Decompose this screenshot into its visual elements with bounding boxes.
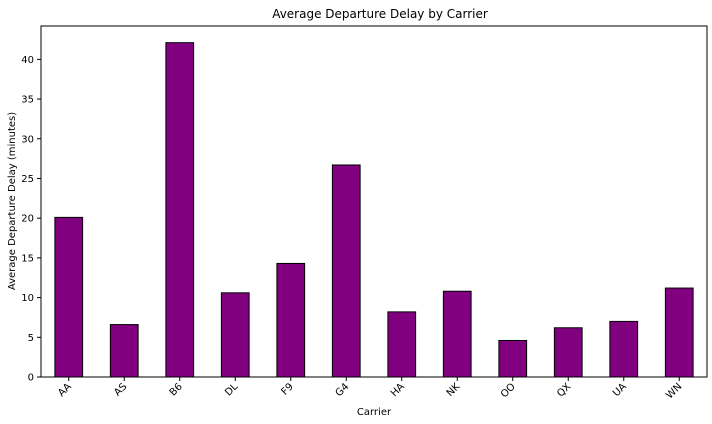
x-tick-label-dl: DL [223,381,240,398]
y-tick-label: 5 [28,333,34,344]
bar-ha [387,311,417,378]
x-tick-label-wn: WN [664,381,684,401]
bar-wn [664,287,694,378]
x-tick-label-ha: HA [389,381,407,399]
y-axis-label: Average Departure Delay (minutes) [7,112,18,290]
y-tick-label: 25 [21,174,34,185]
x-tick-label-aa: AA [56,381,74,399]
x-tick-label-b6: B6 [168,381,185,398]
x-axis-label: Carrier [357,407,392,418]
x-tick-label-qx: QX [555,381,573,399]
x-tick-label-oo: OO [499,381,518,400]
y-tick-label: 0 [28,373,34,384]
x-tick-label-nk: NK [445,381,463,399]
bar-aa [54,216,84,378]
y-tick-label: 15 [21,253,34,264]
plot-frame [40,25,708,378]
y-tick-label: 20 [21,214,34,225]
bar-as [109,324,139,378]
y-tick-label: 40 [21,55,34,66]
x-tick-label-as: AS [112,381,129,398]
y-tick-label: 35 [21,95,34,106]
chart-title: Average Departure Delay by Carrier [272,7,488,21]
y-tick-label: 30 [21,134,34,145]
x-tick-label-g4: G4 [334,381,352,399]
bar-b6 [165,42,195,378]
bar-qx [553,327,583,378]
bar-dl [220,292,250,378]
bar-nk [442,290,472,378]
plot-area: 0 5 10 15 20 25 30 35 40 AA AS B6 DL F9 G4 HA NK OO QX UA WN [21,42,694,401]
y-tick-label: 10 [21,293,34,304]
bar-oo [498,339,528,378]
bar-ua [609,320,639,378]
bar-g4 [331,164,361,378]
x-tick-label-f9: F9 [280,381,296,397]
bar-f9 [276,262,306,378]
x-tick-label-ua: UA [611,381,629,399]
